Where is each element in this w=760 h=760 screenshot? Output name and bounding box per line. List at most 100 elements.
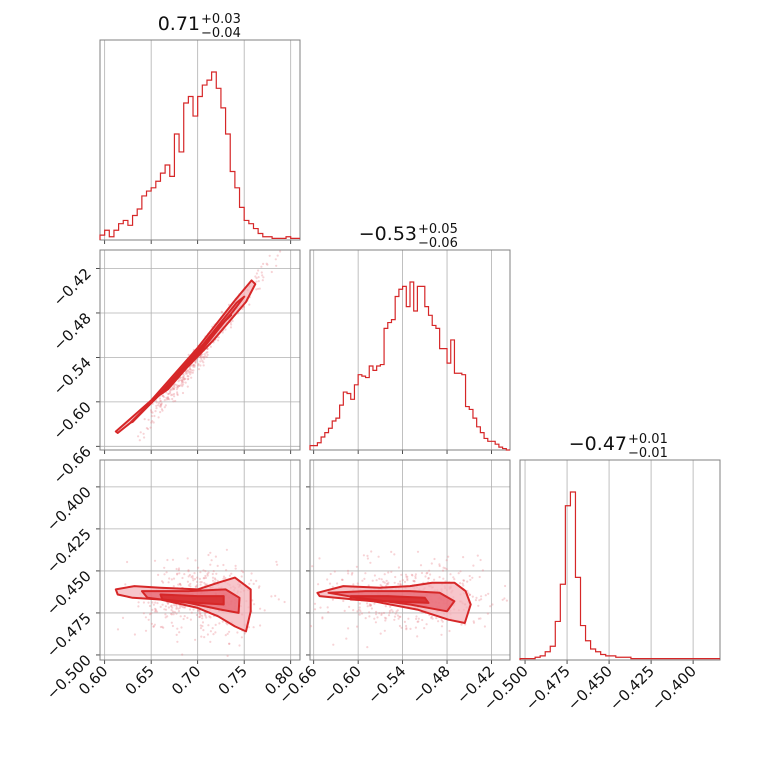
- sample-point: [311, 565, 314, 568]
- title-param-2-upper: +0.05: [418, 222, 458, 237]
- sample-point: [199, 581, 202, 584]
- sample-point: [326, 606, 329, 609]
- sample-point: [201, 614, 204, 618]
- sample-point: [231, 319, 234, 323]
- sample-point: [198, 615, 201, 619]
- sample-point: [206, 633, 209, 636]
- sample-point: [148, 613, 152, 616]
- x-tick-label: −0.48: [409, 662, 454, 707]
- sample-point: [159, 625, 162, 629]
- sample-point: [390, 608, 393, 611]
- sample-point: [137, 435, 140, 438]
- sample-point: [142, 601, 145, 604]
- sample-point: [343, 609, 346, 613]
- sample-point: [150, 612, 153, 615]
- sample-point: [425, 623, 428, 626]
- sample-point: [144, 616, 147, 619]
- sample-point: [206, 572, 209, 576]
- sample-point: [159, 404, 162, 407]
- sample-point: [249, 579, 253, 582]
- sample-point: [169, 392, 172, 395]
- sample-point: [415, 617, 418, 621]
- sample-point: [368, 611, 371, 614]
- sample-point: [167, 581, 170, 584]
- sample-point: [186, 372, 189, 375]
- sample-point: [193, 365, 196, 368]
- sample-point: [358, 602, 361, 605]
- sample-point: [144, 629, 148, 632]
- sample-point: [154, 601, 157, 604]
- sample-point: [164, 616, 167, 619]
- sample-point: [181, 605, 184, 609]
- sample-point: [276, 563, 279, 566]
- sample-point: [348, 605, 351, 609]
- sample-point: [180, 381, 184, 384]
- sample-point: [154, 608, 157, 611]
- sample-point: [368, 604, 371, 607]
- sample-point: [175, 612, 178, 615]
- sample-point: [181, 653, 184, 656]
- sample-point: [397, 566, 400, 569]
- sample-point: [383, 573, 386, 576]
- sample-point: [177, 380, 180, 383]
- sample-point: [190, 364, 193, 367]
- title-param-3-value: −0.47: [569, 433, 627, 455]
- sample-point: [177, 385, 180, 388]
- sample-point: [374, 621, 377, 624]
- sample-point: [395, 610, 398, 613]
- sample-point: [241, 307, 244, 311]
- sample-point: [351, 571, 354, 575]
- sample-point: [150, 410, 153, 413]
- sample-point: [411, 574, 414, 577]
- sample-point: [222, 563, 225, 567]
- sample-point: [375, 613, 378, 616]
- y-tick-label: −0.425: [43, 525, 95, 577]
- sample-point: [501, 598, 504, 601]
- sample-point: [175, 607, 178, 610]
- sample-point: [181, 378, 184, 381]
- sample-point: [393, 581, 396, 584]
- sample-point: [400, 626, 403, 629]
- sample-point: [352, 583, 355, 586]
- sample-point: [186, 378, 189, 381]
- sample-point: [185, 371, 188, 374]
- sample-point: [461, 582, 464, 585]
- sample-point: [336, 582, 339, 585]
- sample-point: [371, 579, 374, 582]
- sample-point: [170, 613, 173, 616]
- sample-point: [414, 577, 417, 580]
- sample-point: [397, 582, 400, 586]
- sample-point: [275, 560, 278, 563]
- sample-point: [169, 612, 172, 615]
- sample-point: [182, 381, 185, 384]
- sample-point: [155, 401, 158, 404]
- sample-point: [362, 554, 365, 557]
- sample-point: [163, 406, 166, 409]
- sample-point: [181, 380, 184, 383]
- sample-point: [177, 567, 181, 570]
- sample-point: [171, 624, 174, 628]
- sample-point: [406, 579, 409, 582]
- sample-point: [394, 575, 397, 579]
- sample-point: [183, 573, 186, 576]
- sample-point: [240, 636, 243, 639]
- sample-point: [386, 583, 389, 586]
- sample-point: [209, 640, 212, 644]
- sample-point: [143, 436, 146, 439]
- sample-point: [397, 617, 400, 620]
- sample-point: [153, 559, 157, 562]
- sample-point: [442, 577, 445, 580]
- sample-point: [150, 421, 153, 424]
- sample-point: [175, 383, 178, 386]
- sample-point: [430, 615, 433, 618]
- sample-point: [175, 604, 178, 607]
- sample-point: [187, 570, 190, 573]
- sample-point: [152, 625, 155, 628]
- sample-point: [396, 609, 399, 612]
- sample-point: [180, 383, 183, 386]
- histogram-step-line: [519, 491, 720, 660]
- sample-point: [176, 384, 179, 387]
- sample-point: [358, 608, 361, 611]
- sample-point: [163, 399, 166, 402]
- sample-point: [151, 420, 154, 423]
